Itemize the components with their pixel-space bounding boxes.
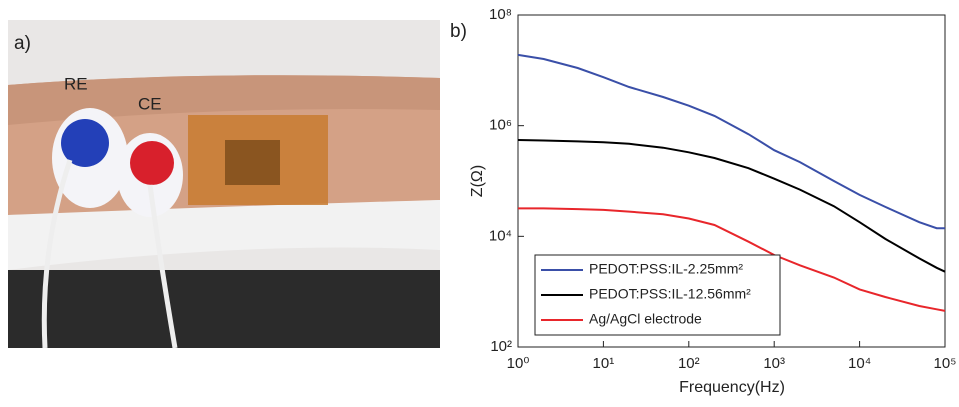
y-axis-label: Z(Ω) bbox=[469, 165, 486, 197]
legend-label: PEDOT:PSS:IL-2.25mm² bbox=[589, 261, 743, 277]
x-tick-label: 10³ bbox=[763, 355, 785, 372]
table-floor bbox=[8, 270, 440, 348]
legend-label: Ag/AgCl electrode bbox=[589, 311, 702, 327]
y-tick-label: 10² bbox=[490, 338, 512, 355]
panel-label: b) bbox=[450, 21, 467, 42]
y-tick-label: 10⁸ bbox=[489, 6, 512, 23]
x-tick-label: 10⁵ bbox=[934, 355, 957, 372]
x-tick-label: 10⁴ bbox=[848, 355, 871, 372]
x-tick-label: 10² bbox=[678, 355, 700, 372]
electrode-array bbox=[225, 140, 280, 185]
y-tick-label: 10⁶ bbox=[489, 117, 512, 134]
figure: a) RE CE b) Frequency(Hz) Z(Ω) 10⁰ 10¹ 10²… bbox=[0, 0, 959, 402]
photo-label: CE bbox=[138, 94, 162, 113]
photo: a) RE CE bbox=[8, 20, 440, 348]
photo-label: RE bbox=[64, 74, 88, 93]
x-tick-label: 10¹ bbox=[593, 355, 615, 372]
legend-label: PEDOT:PSS:IL-12.56mm² bbox=[589, 286, 751, 302]
ce-clip bbox=[130, 141, 174, 185]
y-tick-label: 10⁴ bbox=[489, 227, 512, 244]
panel-label: a) bbox=[14, 33, 31, 54]
x-tick-label: 10⁰ bbox=[507, 355, 530, 372]
x-axis-label: Frequency(Hz) bbox=[679, 379, 785, 396]
